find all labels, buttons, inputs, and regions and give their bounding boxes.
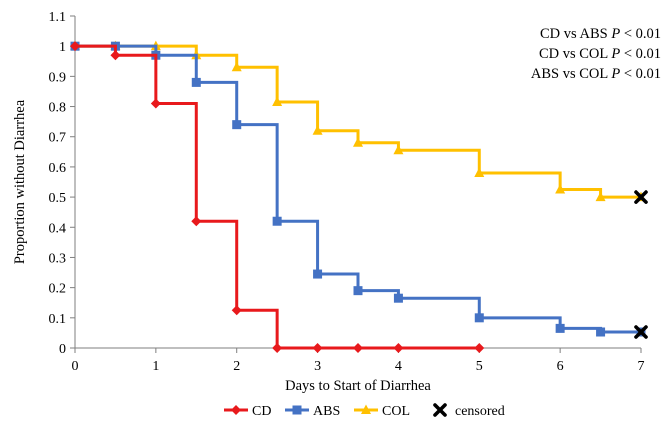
x-tick-label: 4	[395, 359, 402, 374]
y-tick-label: 0.9	[49, 70, 67, 85]
legend-item-col: COL	[354, 404, 410, 419]
censor-stroke	[433, 403, 447, 417]
stat-p-value: < 0.01	[620, 66, 661, 82]
data-point-cd	[110, 50, 121, 61]
data-point-abs	[474, 313, 484, 323]
y-tick-label: 0.4	[49, 221, 67, 236]
series-line-cd	[75, 44, 480, 350]
data-point-col	[272, 96, 283, 107]
legend-swatch-marker	[361, 404, 371, 414]
data-point-col	[595, 191, 606, 202]
x-tick-label: 7	[638, 359, 645, 374]
data-point-col	[474, 167, 485, 177]
stat-p-value: < 0.01	[620, 46, 661, 62]
legend-label: COL	[382, 404, 410, 419]
data-point-cd	[272, 343, 283, 353]
data-point-cd	[70, 41, 80, 52]
series-cd	[70, 41, 485, 353]
data-point-cd	[231, 305, 242, 316]
series-layer	[70, 40, 646, 353]
y-tick-label: 0.7	[49, 131, 67, 146]
data-point-cd	[191, 216, 202, 227]
data-point-cd	[353, 343, 363, 353]
stat-annotation: CD vs ABS P < 0.01	[540, 26, 661, 42]
stat-p-symbol: P	[610, 66, 620, 82]
stat-comparison: CD vs COL	[539, 46, 611, 62]
data-point-col	[555, 184, 566, 194]
data-point-abs	[596, 327, 606, 337]
data-point-cd	[150, 98, 161, 109]
legend-censored-mark	[433, 403, 447, 417]
axes: 0 0.1 0.2 0.3 0.4 0.5 0.6 0.7 0.8 0.9 1 1.1 0 1 2 3 4 5 6 7…	[12, 10, 645, 394]
stat-comparison: CD vs ABS	[540, 26, 611, 42]
x-tick-label: 5	[476, 359, 483, 374]
stat-p-symbol: P	[610, 46, 620, 62]
data-point-cd	[312, 343, 323, 353]
stat-comparison: ABS vs COL	[531, 66, 611, 82]
stat-annotation: ABS vs COL P < 0.01	[531, 66, 661, 82]
stat-annotation: CD vs COL P < 0.01	[539, 46, 661, 62]
x-tick-label: 0	[72, 359, 79, 374]
x-tick-label: 2	[233, 359, 240, 374]
y-tick-label: 0	[59, 342, 66, 357]
legend-item-cd: CD	[224, 404, 271, 419]
y-tick-label: 0.6	[49, 161, 67, 176]
y-tick-label: 0.5	[49, 191, 67, 206]
data-point-abs	[555, 323, 565, 333]
y-tick-label: 0.2	[49, 282, 67, 297]
data-point-cd	[474, 343, 485, 353]
censor-stroke	[634, 190, 648, 204]
y-tick-label: 0.3	[49, 251, 67, 266]
data-point-abs	[232, 120, 242, 130]
x-tick-label: 3	[314, 359, 321, 374]
data-point-col	[231, 61, 242, 72]
y-tick-label: 0.8	[49, 101, 67, 116]
data-point-cd	[393, 343, 404, 353]
y-tick-label: 1.1	[49, 10, 67, 25]
data-point-col	[353, 137, 363, 147]
censor-stroke	[634, 325, 648, 339]
data-point-col	[393, 144, 404, 155]
legend-label: censored	[455, 404, 505, 419]
x-tick-label: 1	[152, 359, 159, 374]
legend-item-censored: censored	[433, 403, 505, 419]
y-tick-label: 0.1	[49, 312, 67, 327]
data-point-col	[312, 125, 323, 135]
y-tick-label: 1	[59, 40, 66, 55]
censor-layer	[634, 190, 648, 339]
legend-label: ABS	[313, 404, 340, 419]
data-point-abs	[353, 286, 363, 296]
legend-swatch-marker	[292, 405, 302, 415]
data-point-abs	[393, 293, 403, 303]
x-axis-title: Days to Start of Diarrhea	[285, 378, 431, 394]
data-point-abs	[313, 269, 323, 279]
censored-mark	[634, 325, 648, 339]
legend-swatch-marker	[231, 405, 241, 415]
data-point-abs	[272, 216, 282, 226]
legend-item-abs: ABS	[285, 404, 340, 419]
legend-label: CD	[252, 404, 271, 419]
x-tick-label: 6	[557, 359, 564, 374]
y-axis-title: Proportion without Diarrhea	[12, 99, 28, 264]
stat-p-value: < 0.01	[620, 26, 661, 42]
stat-p-symbol: P	[610, 26, 620, 42]
data-point-abs	[191, 77, 201, 87]
legend: CD ABS COL censored	[224, 403, 505, 419]
censored-mark	[634, 190, 648, 204]
